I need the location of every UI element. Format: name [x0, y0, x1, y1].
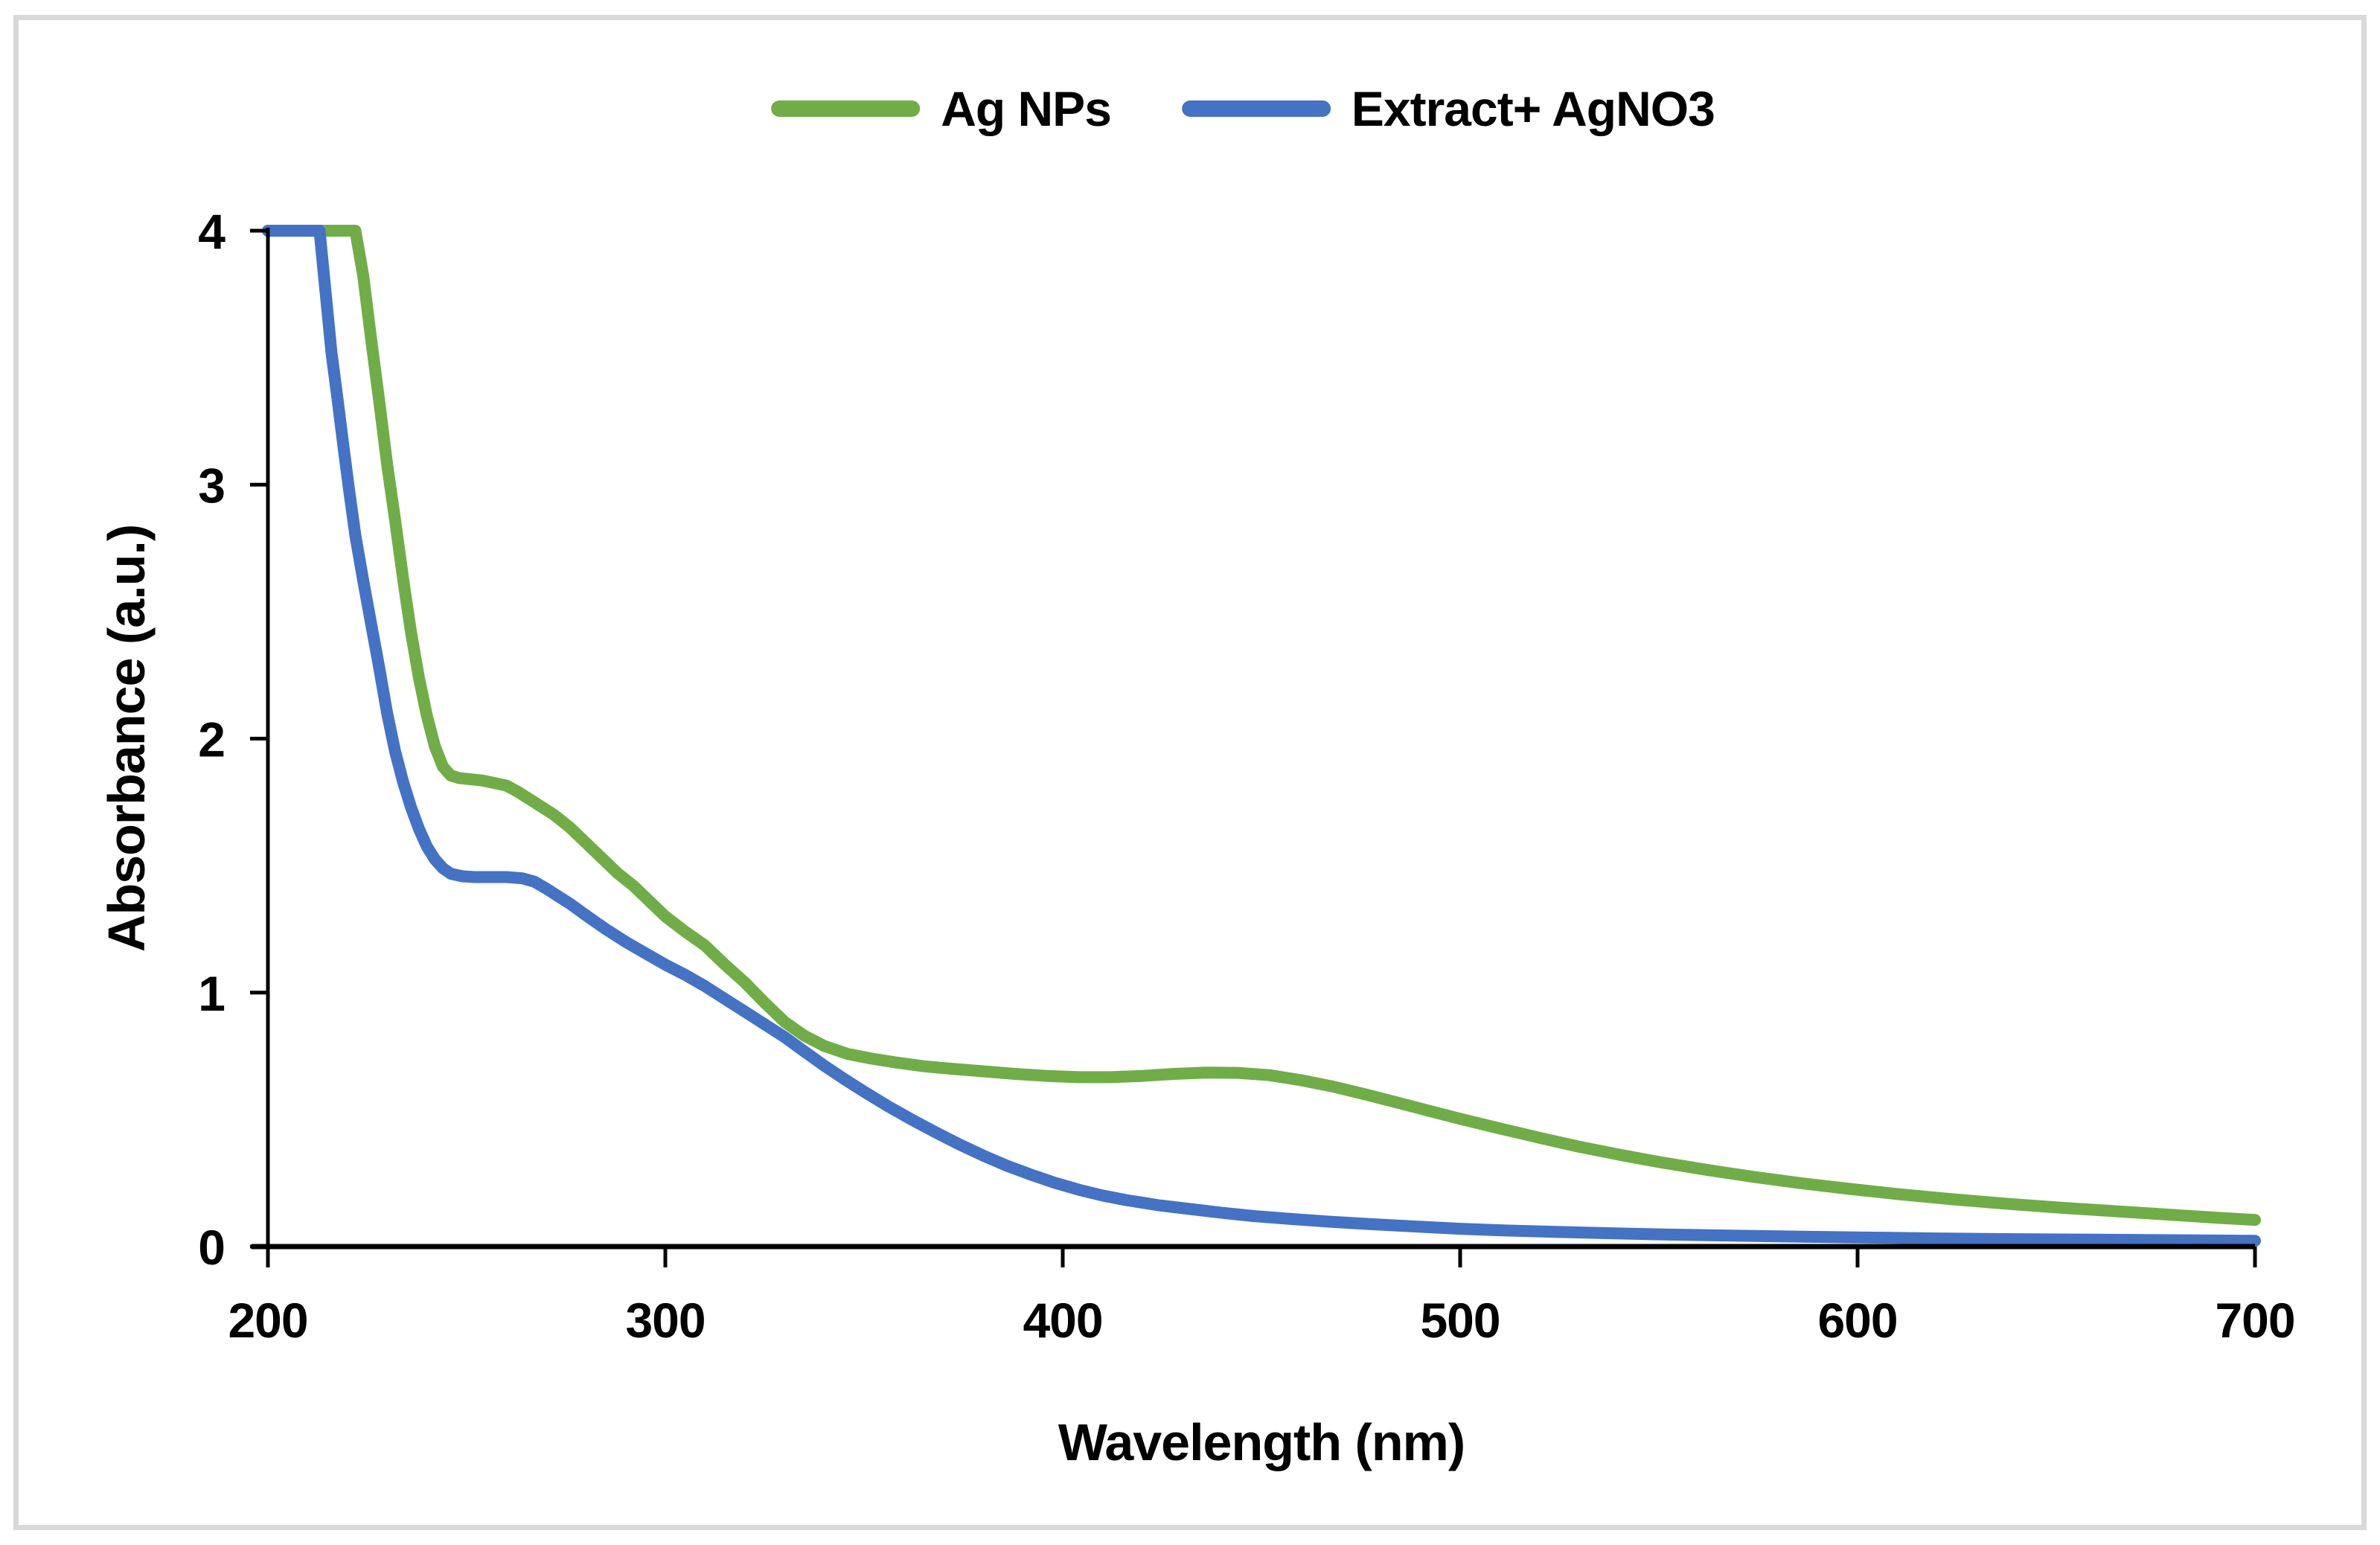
legend: Ag NPs Extract+ AgNO3	[771, 80, 1715, 137]
series-line-extract-agno3	[262, 225, 2261, 1247]
y-tick-label: 3	[198, 458, 225, 513]
x-tick-label: 600	[1817, 1293, 1897, 1348]
legend-label: Extract+ AgNO3	[1351, 81, 1715, 136]
x-axis-title: Wavelength (nm)	[1058, 1413, 1465, 1471]
x-tick-label: 400	[1023, 1293, 1102, 1348]
y-tick-label: 4	[198, 204, 225, 259]
legend-item-ag-nps: Ag NPs	[771, 80, 1112, 137]
x-tick-label: 500	[1420, 1293, 1500, 1348]
series-line-ag-nps	[262, 225, 2261, 1226]
legend-swatch-icon	[771, 100, 921, 117]
legend-item-extract-agno3: Extract+ AgNO3	[1181, 80, 1715, 137]
x-tick-label: 300	[625, 1293, 705, 1348]
y-tick-label: 0	[198, 1220, 225, 1275]
x-tick-label: 200	[228, 1293, 307, 1348]
x-tick-label: 700	[2215, 1293, 2294, 1348]
y-axis-title: Absorbance (a.u.)	[97, 524, 156, 953]
legend-label: Ag NPs	[941, 81, 1112, 136]
y-tick-label: 1	[198, 966, 225, 1021]
y-tick-label: 2	[198, 712, 225, 767]
legend-swatch-icon	[1181, 100, 1331, 117]
